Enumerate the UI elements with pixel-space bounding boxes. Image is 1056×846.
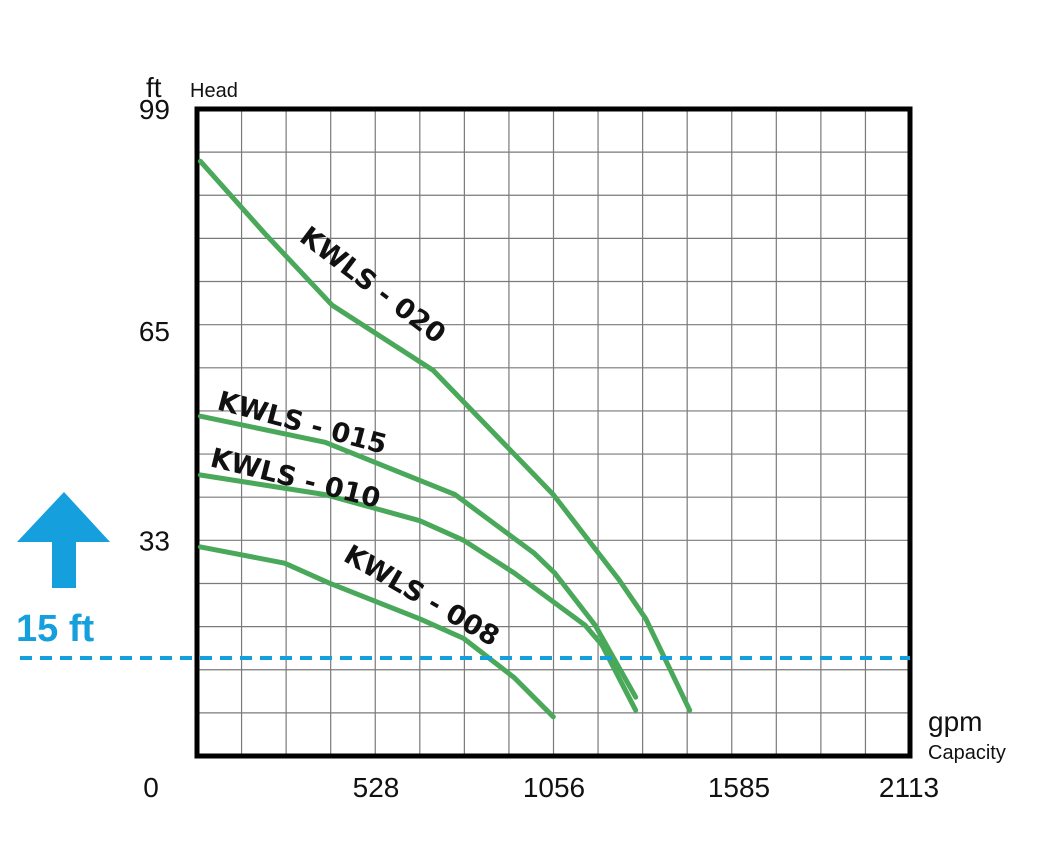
curve-kwls-015: [197, 413, 639, 700]
x-axis-title: Capacity: [928, 742, 1006, 764]
y-unit: ft: [146, 72, 162, 103]
up-arrow-icon: [17, 492, 110, 588]
curve-kwls-020: [197, 158, 693, 713]
y-tick-labels: 99 65 33: [139, 94, 170, 556]
reference-group: 15 ft: [16, 492, 910, 660]
grid: [197, 109, 910, 756]
x-unit: gpm: [928, 706, 982, 737]
x-tick-label: 2113: [879, 772, 939, 803]
curve-kwls-008: [197, 544, 556, 720]
curves: [197, 158, 693, 720]
y-axis-title: Head: [190, 80, 238, 102]
x-tick-label: 0: [143, 772, 159, 803]
curve-kwls-010: [197, 472, 639, 713]
y-tick-label: 33: [139, 525, 170, 556]
x-tick-label: 528: [353, 772, 400, 803]
y-tick-label: 99: [139, 94, 170, 125]
x-tick-label: 1585: [708, 772, 770, 803]
x-tick-label: 1056: [523, 772, 585, 803]
y-tick-label: 65: [139, 316, 170, 347]
plot-frame: [194, 106, 913, 759]
reference-label: 15 ft: [16, 608, 94, 650]
x-tick-labels: 0 528 1056 1585 2113: [143, 772, 939, 803]
